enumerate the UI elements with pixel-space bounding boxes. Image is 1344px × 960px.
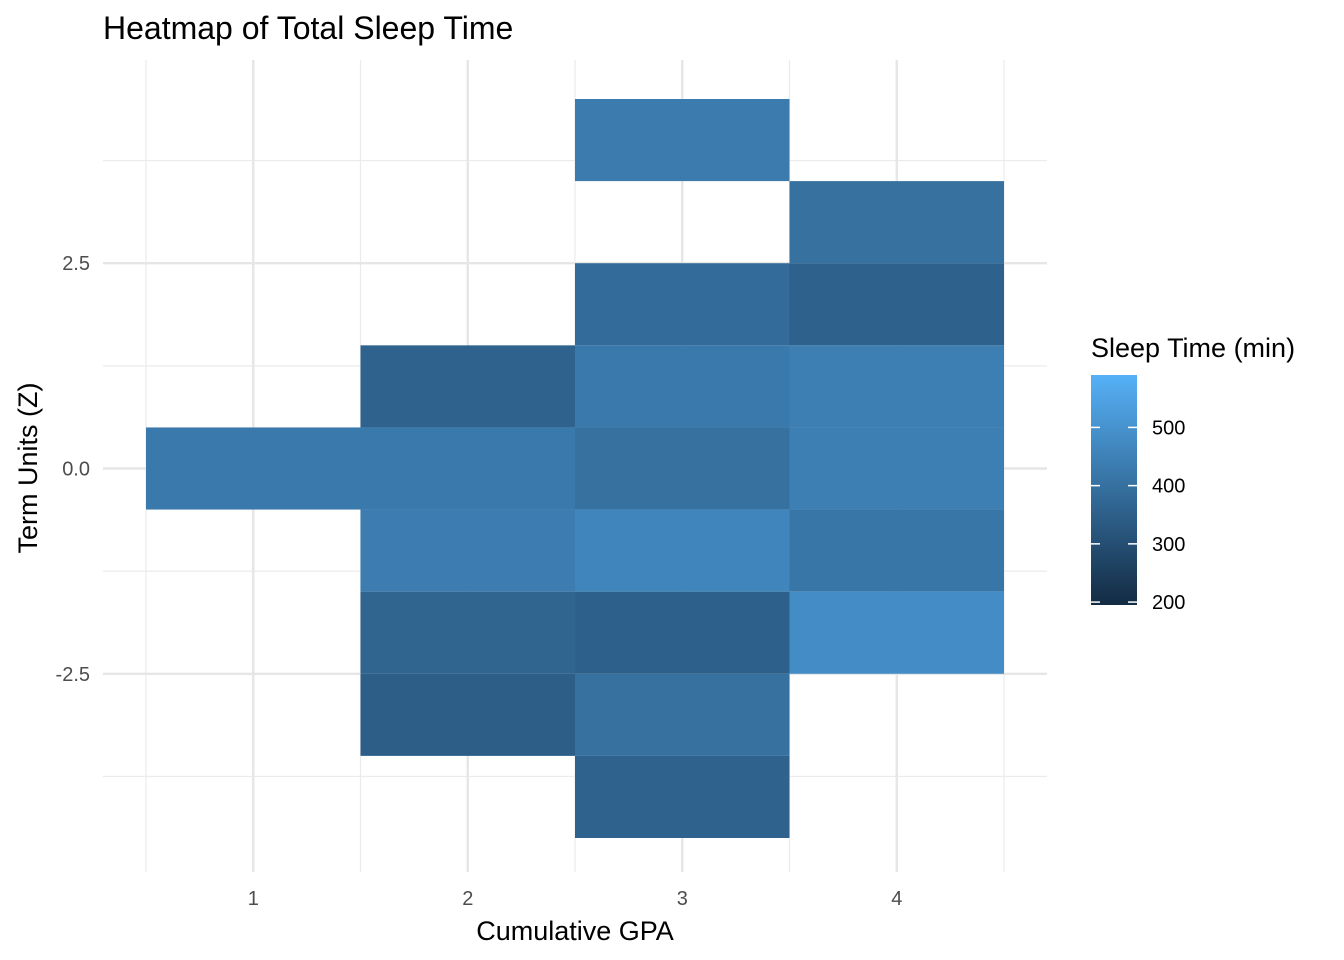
heatmap-tile xyxy=(789,509,1004,592)
legend-colorbar xyxy=(1091,375,1137,605)
x-tick-labels: 1 2 3 4 xyxy=(248,888,903,910)
legend-tick-label: 500 xyxy=(1152,417,1185,439)
heatmap-tile xyxy=(146,427,361,510)
heatmap-tile xyxy=(575,427,790,510)
y-axis-title: Term Units (Z) xyxy=(13,383,43,554)
heatmap-tile xyxy=(789,263,1004,346)
heatmap-tile xyxy=(360,427,575,510)
heatmap-tile xyxy=(360,591,575,674)
y-tick-label: 2.5 xyxy=(62,253,90,275)
color-legend: Sleep Time (min) 200 300 400 500 xyxy=(1091,333,1295,614)
y-tick-label: 0.0 xyxy=(62,459,90,481)
x-tick-label: 1 xyxy=(248,888,259,910)
heatmap-tile xyxy=(789,591,1004,674)
legend-tick-label: 200 xyxy=(1152,592,1185,614)
heatmap-tile xyxy=(789,345,1004,428)
heatmap-tile xyxy=(360,673,575,756)
x-axis-title: Cumulative GPA xyxy=(476,916,674,946)
y-tick-labels: -2.5 0.0 2.5 xyxy=(56,253,90,686)
heatmap-tile xyxy=(575,263,790,346)
legend-title: Sleep Time (min) xyxy=(1091,333,1295,363)
heatmap-tile xyxy=(360,509,575,592)
heatmap-tile xyxy=(575,99,790,182)
heatmap-tile xyxy=(575,345,790,428)
y-tick-label: -2.5 xyxy=(56,664,90,686)
heatmap-tile xyxy=(360,345,575,428)
legend-tick-label: 300 xyxy=(1152,534,1185,556)
legend-tick-label: 400 xyxy=(1152,476,1185,498)
chart-title: Heatmap of Total Sleep Time xyxy=(103,10,513,46)
heatmap-tile xyxy=(789,181,1004,264)
heatmap-tile xyxy=(789,427,1004,510)
heatmap-tile xyxy=(575,509,790,592)
x-tick-label: 2 xyxy=(462,888,473,910)
heatmap-tile xyxy=(575,755,790,838)
x-tick-label: 4 xyxy=(891,888,902,910)
heatmap-tile xyxy=(575,673,790,756)
heatmap-tiles xyxy=(146,99,1004,838)
legend-ticks: 200 300 400 500 xyxy=(1091,417,1185,614)
x-tick-label: 3 xyxy=(677,888,688,910)
heatmap-tile xyxy=(575,591,790,674)
